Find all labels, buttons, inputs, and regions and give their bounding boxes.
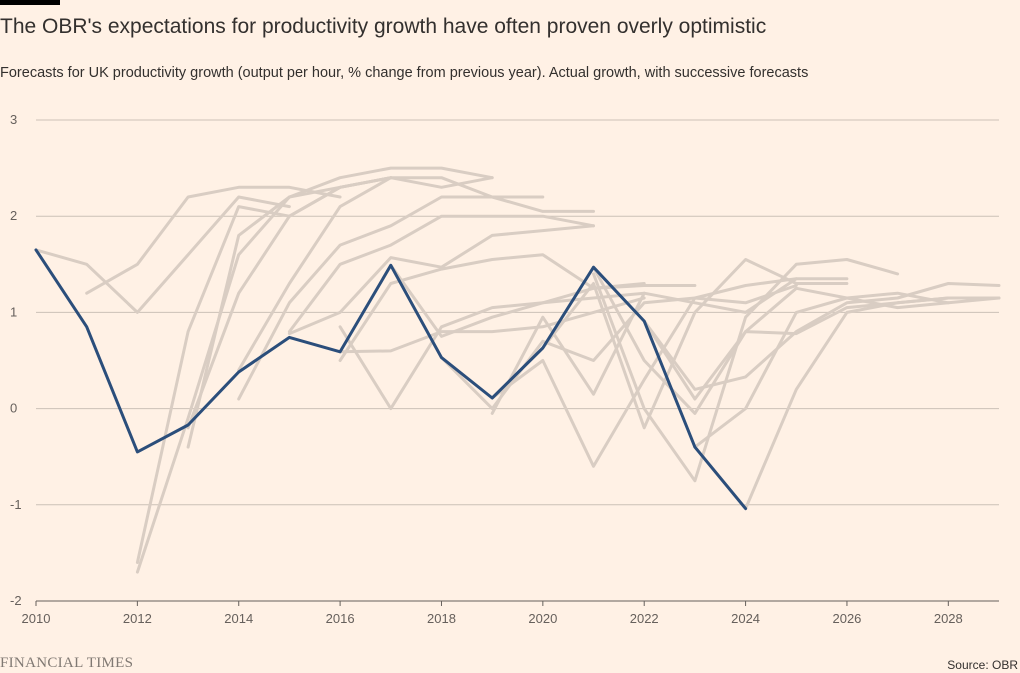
source-note: Source: OBR <box>947 658 1018 672</box>
forecast-line <box>389 263 697 338</box>
x-tick-label: 2020 <box>528 611 557 626</box>
x-tick-label: 2026 <box>832 611 861 626</box>
ft-logo: FINANCIAL TIMES <box>0 655 134 671</box>
x-tick-label: 2012 <box>123 611 152 626</box>
x-tick-label: 2022 <box>630 611 659 626</box>
y-tick-label: -1 <box>10 497 22 512</box>
chart-subtitle: Forecasts for UK productivity growth (ou… <box>0 65 809 81</box>
forecast-line <box>693 291 1001 449</box>
x-tick-label: 2018 <box>427 611 456 626</box>
actual-series <box>34 248 748 511</box>
x-tick-label: 2028 <box>934 611 963 626</box>
x-tick-label: 2024 <box>731 611 760 626</box>
forecast-line <box>592 258 900 483</box>
forecast-line <box>338 291 646 411</box>
x-tick-label: 2014 <box>224 611 253 626</box>
forecast-line <box>490 277 798 468</box>
forecast-line <box>186 176 494 430</box>
x-tick-label: 2016 <box>326 611 355 626</box>
forecast-line <box>135 176 393 574</box>
forecast-series <box>34 166 1001 574</box>
brand-top-bar <box>0 0 60 5</box>
y-tick-label: 2 <box>10 208 17 223</box>
chart-title: The OBR's expectations for productivity … <box>0 15 767 38</box>
forecast-line <box>592 265 950 415</box>
y-tick-label: 0 <box>10 401 17 416</box>
forecast-line <box>287 214 595 334</box>
y-tick-label: 1 <box>10 304 17 319</box>
forecast-line <box>85 185 342 295</box>
x-tick-label: 2010 <box>22 611 51 626</box>
forecast-line <box>490 277 849 415</box>
actual-growth-line <box>34 248 748 511</box>
y-tick-label: -2 <box>10 593 22 608</box>
forecast-line <box>338 296 646 354</box>
forecast-line <box>186 166 494 449</box>
forecast-line <box>237 195 595 401</box>
forecast-line <box>287 224 595 336</box>
forecast-line <box>34 195 291 314</box>
y-tick-label: 3 <box>10 112 17 127</box>
forecast-line <box>541 258 849 430</box>
